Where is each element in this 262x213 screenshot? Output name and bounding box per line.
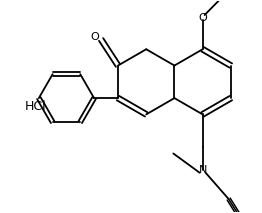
Text: HCl: HCl	[25, 100, 46, 113]
Text: O: O	[198, 13, 207, 23]
Text: O: O	[91, 32, 100, 42]
Text: N: N	[198, 165, 207, 175]
